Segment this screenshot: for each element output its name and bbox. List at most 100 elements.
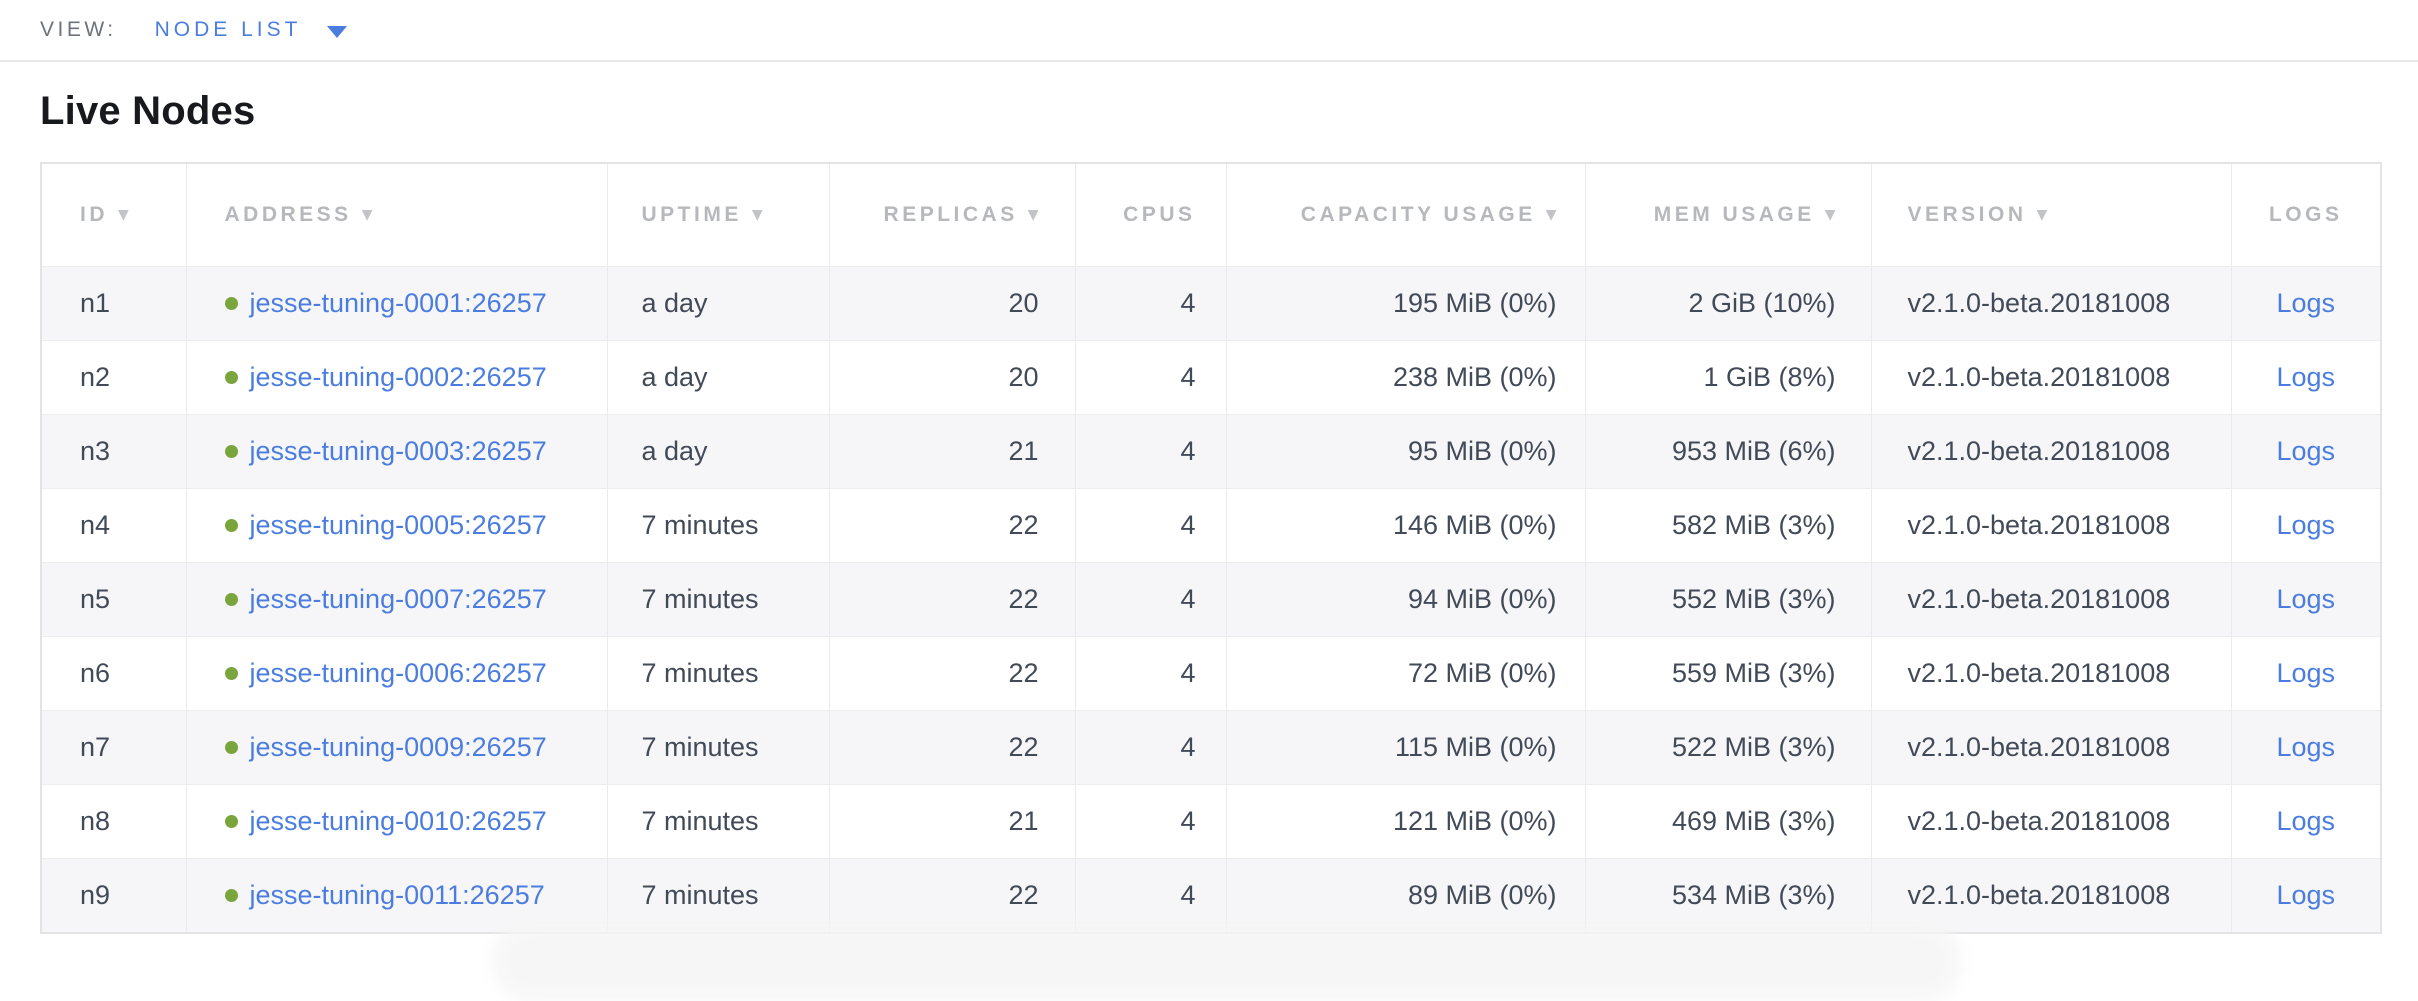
node-address-link[interactable]: jesse-tuning-0003:26257 bbox=[249, 436, 547, 466]
cell-mem: 552 MiB (3%) bbox=[1584, 562, 1871, 637]
column-label: MEM USAGE bbox=[1653, 203, 1815, 226]
cell-logs: Logs bbox=[2230, 266, 2381, 341]
cell-version: v2.1.0-beta.20181008 bbox=[1870, 636, 2231, 711]
cell-cpus: 4 bbox=[1074, 266, 1226, 341]
node-logs-link[interactable]: Logs bbox=[2276, 806, 2336, 836]
cell-cpus: 4 bbox=[1074, 710, 1226, 785]
cell-uptime: a day bbox=[606, 266, 829, 341]
node-logs-link[interactable]: Logs bbox=[2276, 362, 2336, 392]
live-status-dot-icon bbox=[224, 741, 238, 754]
live-status-dot-icon bbox=[224, 445, 238, 458]
cell-replicas: 21 bbox=[828, 414, 1075, 489]
cell-uptime: 7 minutes bbox=[606, 488, 829, 563]
node-row-n8: n8 jesse-tuning-0010:26257 7 minutes 21 4 121… bbox=[41, 784, 2381, 859]
cell-version: v2.1.0-beta.20181008 bbox=[1870, 340, 2231, 415]
column-label: ID bbox=[80, 203, 108, 226]
column-header-id[interactable]: ID ▼ bbox=[41, 163, 186, 267]
column-label: ADDRESS bbox=[224, 203, 352, 226]
column-label: CAPACITY USAGE bbox=[1300, 203, 1536, 226]
live-status-dot-icon bbox=[224, 815, 238, 828]
cell-id: n2 bbox=[41, 340, 186, 415]
cell-logs: Logs bbox=[2230, 636, 2381, 711]
cell-address: jesse-tuning-0009:26257 bbox=[185, 710, 607, 785]
node-row-n7: n7 jesse-tuning-0009:26257 7 minutes 22 4 115… bbox=[41, 710, 2381, 785]
view-dropdown[interactable]: NODE LIST bbox=[155, 18, 348, 42]
node-row-n6: n6 jesse-tuning-0006:26257 7 minutes 22 4 72 … bbox=[41, 636, 2381, 711]
cell-cpus: 4 bbox=[1074, 636, 1226, 711]
node-logs-link[interactable]: Logs bbox=[2276, 288, 2336, 318]
column-header-address[interactable]: ADDRESS ▼ bbox=[185, 163, 607, 267]
cell-address: jesse-tuning-0010:26257 bbox=[185, 784, 607, 859]
cell-version: v2.1.0-beta.20181008 bbox=[1870, 266, 2231, 341]
cell-cpus: 4 bbox=[1074, 858, 1226, 933]
cell-mem: 953 MiB (6%) bbox=[1584, 414, 1871, 489]
cell-capacity: 146 MiB (0%) bbox=[1225, 488, 1585, 563]
column-header-logs: LOGS bbox=[2230, 163, 2381, 267]
node-logs-link[interactable]: Logs bbox=[2276, 880, 2336, 910]
cell-address: jesse-tuning-0011:26257 bbox=[185, 858, 607, 933]
column-label: UPTIME bbox=[641, 203, 742, 226]
node-logs-link[interactable]: Logs bbox=[2276, 584, 2336, 614]
column-label: LOGS bbox=[2268, 203, 2343, 226]
admin-ui-page: { "view_bar": { "label": "VIEW:", "selec… bbox=[0, 18, 2418, 934]
column-header-mem[interactable]: MEM USAGE ▼ bbox=[1584, 163, 1871, 267]
view-selected-value: NODE LIST bbox=[154, 18, 302, 41]
node-row-n5: n5 jesse-tuning-0007:26257 7 minutes 22 4 94 … bbox=[41, 562, 2381, 637]
cell-mem: 522 MiB (3%) bbox=[1584, 710, 1871, 785]
node-row-n2: n2 jesse-tuning-0002:26257 a day 20 4 238 MiB… bbox=[41, 340, 2381, 415]
cell-address: jesse-tuning-0002:26257 bbox=[185, 340, 607, 415]
node-row-n3: n3 jesse-tuning-0003:26257 a day 21 4 95 MiB … bbox=[41, 414, 2381, 489]
node-address-link[interactable]: jesse-tuning-0007:26257 bbox=[249, 584, 547, 614]
live-status-dot-icon bbox=[224, 889, 238, 902]
cell-cpus: 4 bbox=[1074, 414, 1226, 489]
node-row-n1: n1 jesse-tuning-0001:26257 a day 20 4 195 MiB… bbox=[41, 266, 2381, 341]
node-address-link[interactable]: jesse-tuning-0002:26257 bbox=[249, 362, 547, 392]
sort-desc-icon: ▼ bbox=[1545, 207, 1557, 223]
cell-logs: Logs bbox=[2230, 340, 2381, 415]
cell-uptime: a day bbox=[606, 414, 829, 489]
node-address-link[interactable]: jesse-tuning-0009:26257 bbox=[249, 732, 547, 762]
node-logs-link[interactable]: Logs bbox=[2276, 436, 2336, 466]
cell-capacity: 195 MiB (0%) bbox=[1225, 266, 1585, 341]
cell-version: v2.1.0-beta.20181008 bbox=[1870, 710, 2231, 785]
column-header-version[interactable]: VERSION ▼ bbox=[1870, 163, 2231, 267]
cell-capacity: 95 MiB (0%) bbox=[1225, 414, 1585, 489]
cell-logs: Logs bbox=[2230, 562, 2381, 637]
column-header-replicas[interactable]: REPLICAS ▼ bbox=[828, 163, 1075, 267]
cell-id: n5 bbox=[41, 562, 186, 637]
node-address-link[interactable]: jesse-tuning-0005:26257 bbox=[249, 510, 547, 540]
node-address-link[interactable]: jesse-tuning-0011:26257 bbox=[249, 880, 545, 910]
node-address-link[interactable]: jesse-tuning-0001:26257 bbox=[249, 288, 547, 318]
sort-desc-icon: ▼ bbox=[118, 207, 129, 223]
live-nodes-table-container: ID ▼ ADDRESS ▼ UPTIME ▼ REPLICAS ▼ CPUS CAPACITY … bbox=[40, 162, 2418, 934]
column-header-capacity[interactable]: CAPACITY USAGE ▼ bbox=[1225, 163, 1585, 267]
column-label: REPLICAS bbox=[883, 203, 1018, 226]
cell-uptime: 7 minutes bbox=[606, 710, 829, 785]
column-label: CPUS bbox=[1123, 203, 1196, 226]
cell-replicas: 20 bbox=[828, 266, 1075, 341]
column-header-uptime[interactable]: UPTIME ▼ bbox=[606, 163, 829, 267]
cell-version: v2.1.0-beta.20181008 bbox=[1870, 562, 2231, 637]
node-logs-link[interactable]: Logs bbox=[2276, 510, 2336, 540]
node-logs-link[interactable]: Logs bbox=[2276, 658, 2336, 688]
cell-replicas: 21 bbox=[828, 784, 1075, 859]
cell-replicas: 20 bbox=[828, 340, 1075, 415]
column-label: VERSION bbox=[1907, 203, 2027, 226]
node-logs-link[interactable]: Logs bbox=[2276, 732, 2336, 762]
node-address-link[interactable]: jesse-tuning-0006:26257 bbox=[249, 658, 547, 688]
cell-address: jesse-tuning-0006:26257 bbox=[185, 636, 607, 711]
live-nodes-table: ID ▼ ADDRESS ▼ UPTIME ▼ REPLICAS ▼ CPUS CAPACITY … bbox=[40, 162, 2382, 934]
cell-mem: 1 GiB (8%) bbox=[1584, 340, 1871, 415]
live-status-dot-icon bbox=[224, 519, 238, 532]
cell-mem: 559 MiB (3%) bbox=[1584, 636, 1871, 711]
cell-logs: Logs bbox=[2230, 414, 2381, 489]
cell-logs: Logs bbox=[2230, 488, 2381, 563]
cell-capacity: 115 MiB (0%) bbox=[1225, 710, 1585, 785]
cell-id: n4 bbox=[41, 488, 186, 563]
node-address-link[interactable]: jesse-tuning-0010:26257 bbox=[249, 806, 547, 836]
live-status-dot-icon bbox=[224, 593, 238, 606]
cell-uptime: 7 minutes bbox=[606, 784, 829, 859]
node-row-n4: n4 jesse-tuning-0005:26257 7 minutes 22 4 146… bbox=[41, 488, 2381, 563]
cell-id: n3 bbox=[41, 414, 186, 489]
cell-uptime: 7 minutes bbox=[606, 636, 829, 711]
